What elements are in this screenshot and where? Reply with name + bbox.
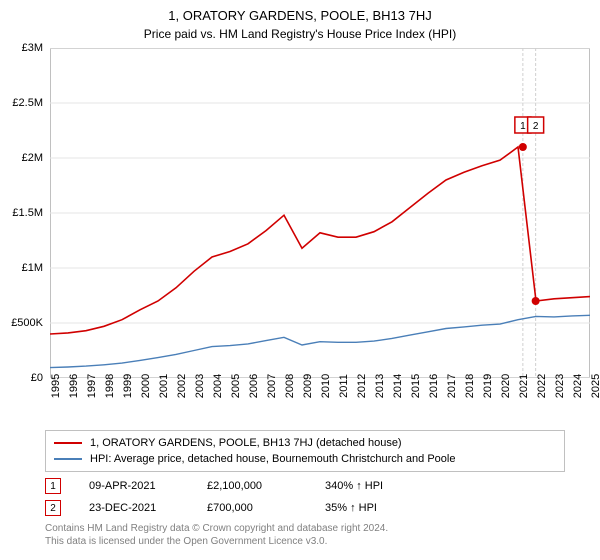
x-tick-label: 2010 <box>320 374 332 398</box>
x-tick-label: 2001 <box>158 374 170 398</box>
x-tick-label: 2006 <box>248 374 260 398</box>
marker-badge: 2 <box>45 500 61 516</box>
x-tick-label: 2005 <box>230 374 242 398</box>
y-tick-label: £500K <box>11 317 43 329</box>
chart-container: 1, ORATORY GARDENS, POOLE, BH13 7HJ Pric… <box>0 0 600 560</box>
legend-row: HPI: Average price, detached house, Bour… <box>54 453 556 465</box>
x-tick-label: 2009 <box>302 374 314 398</box>
x-tick-label: 1996 <box>68 374 80 398</box>
marker-badge: 1 <box>45 478 61 494</box>
x-tick-label: 2007 <box>266 374 278 398</box>
chart-title: 1, ORATORY GARDENS, POOLE, BH13 7HJ <box>0 0 600 23</box>
x-tick-label: 2018 <box>464 374 476 398</box>
x-tick-label: 2015 <box>410 374 422 398</box>
plot-svg: 12 <box>50 48 590 378</box>
x-tick-label: 1997 <box>86 374 98 398</box>
x-tick-label: 2021 <box>518 374 530 398</box>
chart-subtitle: Price paid vs. HM Land Registry's House … <box>0 23 600 47</box>
x-tick-label: 2024 <box>572 374 584 398</box>
chart-area: 12 £0£500K£1M£1.5M£2M£2.5M£3M19951996199… <box>0 48 600 408</box>
datapoint-pct: 340% ↑ HPI <box>325 480 383 492</box>
legend-row: 1, ORATORY GARDENS, POOLE, BH13 7HJ (det… <box>54 437 556 449</box>
x-tick-label: 2014 <box>392 374 404 398</box>
y-tick-label: £1M <box>22 262 43 274</box>
svg-text:2: 2 <box>533 121 539 132</box>
x-tick-label: 2025 <box>590 374 600 398</box>
x-tick-label: 2011 <box>338 374 350 398</box>
y-tick-label: £2.5M <box>12 97 43 109</box>
legend-swatch <box>54 458 82 460</box>
y-tick-label: £3M <box>22 42 43 54</box>
x-tick-label: 2019 <box>482 374 494 398</box>
svg-text:1: 1 <box>520 121 526 132</box>
x-tick-label: 1995 <box>50 374 62 398</box>
datapoint-date: 23-DEC-2021 <box>89 502 179 514</box>
x-tick-label: 1998 <box>104 374 116 398</box>
x-tick-label: 2002 <box>176 374 188 398</box>
datapoint-rows: 1 09-APR-2021 £2,100,000 340% ↑ HPI 2 23… <box>45 478 565 522</box>
x-tick-label: 2003 <box>194 374 206 398</box>
x-tick-label: 2004 <box>212 374 224 398</box>
legend-box: 1, ORATORY GARDENS, POOLE, BH13 7HJ (det… <box>45 430 565 472</box>
x-tick-label: 2017 <box>446 374 458 398</box>
x-tick-label: 2016 <box>428 374 440 398</box>
legend-label: HPI: Average price, detached house, Bour… <box>90 453 455 465</box>
x-tick-label: 2023 <box>554 374 566 398</box>
x-tick-label: 2022 <box>536 374 548 398</box>
datapoint-price: £700,000 <box>207 502 297 514</box>
footer-line: This data is licensed under the Open Gov… <box>45 535 388 548</box>
datapoint-pct: 35% ↑ HPI <box>325 502 377 514</box>
x-tick-label: 2013 <box>374 374 386 398</box>
x-tick-label: 2020 <box>500 374 512 398</box>
x-tick-label: 1999 <box>122 374 134 398</box>
x-tick-label: 2012 <box>356 374 368 398</box>
legend-swatch <box>54 442 82 444</box>
datapoint-price: £2,100,000 <box>207 480 297 492</box>
footer-line: Contains HM Land Registry data © Crown c… <box>45 522 388 535</box>
datapoint-row: 2 23-DEC-2021 £700,000 35% ↑ HPI <box>45 500 565 516</box>
x-tick-label: 2008 <box>284 374 296 398</box>
datapoint-date: 09-APR-2021 <box>89 480 179 492</box>
x-tick-label: 2000 <box>140 374 152 398</box>
footer: Contains HM Land Registry data © Crown c… <box>45 522 388 548</box>
y-tick-label: £1.5M <box>12 207 43 219</box>
datapoint-row: 1 09-APR-2021 £2,100,000 340% ↑ HPI <box>45 478 565 494</box>
y-tick-label: £2M <box>22 152 43 164</box>
y-tick-label: £0 <box>31 372 43 384</box>
legend-label: 1, ORATORY GARDENS, POOLE, BH13 7HJ (det… <box>90 437 402 449</box>
